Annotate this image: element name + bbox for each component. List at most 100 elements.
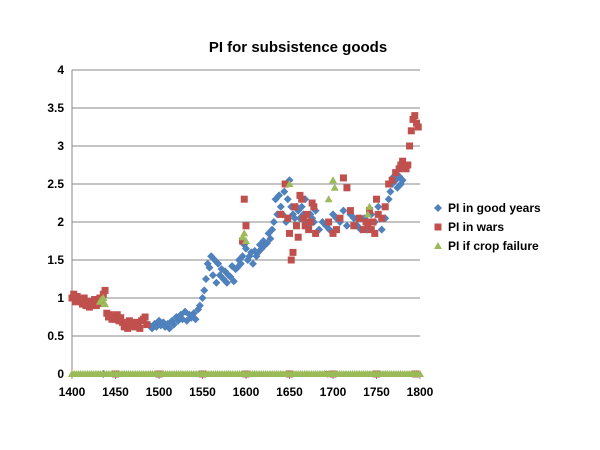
x-tick-label: 1750	[363, 385, 390, 399]
x-tick-label: 1650	[276, 385, 303, 399]
data-point-series-1	[134, 321, 142, 329]
data-point-series-1	[346, 207, 354, 215]
data-point-series-0	[195, 301, 204, 310]
data-point-series-0	[205, 263, 214, 272]
data-point-series-2	[285, 180, 294, 187]
data-point-series-1	[101, 286, 109, 294]
data-point-series-1	[407, 127, 415, 135]
x-tick-label: 1450	[102, 385, 129, 399]
data-point-series-1	[308, 199, 316, 207]
data-point-series-1	[312, 229, 320, 237]
y-tick-label: 1	[57, 291, 64, 305]
data-point-series-1	[122, 321, 130, 329]
data-point-series-1	[350, 222, 358, 230]
x-tick-label: 1400	[59, 385, 86, 399]
data-point-series-0	[275, 191, 284, 200]
data-point-series-0	[262, 239, 271, 248]
data-point-series-1	[414, 123, 422, 131]
data-point-baseline	[416, 370, 424, 377]
data-point-series-1	[289, 248, 297, 256]
data-point-series-2	[324, 195, 333, 203]
data-point-series-0	[242, 244, 250, 253]
y-tick-label: 4	[57, 63, 64, 77]
data-point-series-1	[305, 226, 313, 234]
legend-marker	[434, 223, 442, 231]
data-point-series-1	[301, 222, 309, 230]
data-point-series-0	[269, 218, 278, 226]
y-tick-label: 3	[57, 139, 64, 153]
data-points	[68, 112, 424, 378]
x-tick-label: 1500	[146, 385, 173, 399]
data-point-series-1	[402, 165, 410, 173]
data-point-series-0	[377, 225, 386, 234]
data-point-series-1	[355, 214, 363, 222]
data-point-series-0	[339, 206, 348, 215]
data-point-series-0	[222, 278, 231, 287]
data-point-series-0	[198, 294, 207, 302]
data-point-series-1	[298, 195, 306, 203]
data-point-series-0	[169, 320, 178, 329]
y-tick-label: 0	[57, 367, 64, 381]
data-point-series-0	[386, 187, 395, 196]
data-point-series-1	[240, 195, 248, 203]
data-point-series-1	[117, 314, 125, 322]
data-point-series-1	[281, 180, 289, 188]
data-point-series-1	[364, 222, 372, 230]
x-tick-label: 1800	[407, 385, 434, 399]
data-point-series-0	[250, 246, 259, 255]
data-point-series-2	[365, 202, 374, 210]
data-point-series-1	[143, 321, 151, 329]
data-point-series-1	[294, 233, 302, 241]
data-point-series-1	[310, 203, 318, 211]
data-point-series-1	[336, 214, 344, 222]
data-point-series-1	[292, 222, 300, 230]
data-point-series-1	[366, 207, 374, 215]
data-point-series-2	[363, 210, 372, 218]
data-point-series-0	[189, 309, 198, 318]
data-point-series-2	[101, 300, 110, 308]
data-point-series-1	[367, 226, 375, 234]
data-point-series-0	[208, 271, 217, 280]
data-point-series-1	[395, 165, 403, 173]
data-point-series-0	[290, 214, 299, 223]
data-point-series-1	[371, 229, 379, 237]
x-tick-label: 1600	[233, 385, 260, 399]
legend-marker	[434, 242, 442, 249]
data-point-series-1	[136, 324, 144, 332]
data-point-series-0	[238, 252, 247, 261]
data-point-series-1	[299, 214, 307, 222]
data-point-series-0	[398, 176, 407, 185]
data-point-series-0	[200, 286, 209, 295]
data-point-series-0	[214, 259, 223, 268]
data-point-series-1	[339, 174, 347, 182]
data-point-series-1	[404, 161, 412, 169]
data-point-series-0	[248, 259, 257, 268]
data-point-series-2	[242, 237, 250, 244]
data-point-series-1	[284, 214, 292, 222]
legend-marker	[434, 204, 442, 212]
data-point-series-1	[369, 218, 377, 226]
legend: PI in good years PI in wars PI if crop fai…	[434, 201, 541, 253]
data-point-series-1	[373, 195, 380, 203]
data-point-series-1	[306, 218, 314, 226]
data-point-series-0	[165, 324, 174, 333]
data-point-series-2	[238, 233, 247, 241]
data-point-series-2	[330, 183, 339, 191]
data-point-series-1	[277, 210, 285, 218]
data-point-series-1	[378, 214, 386, 222]
y-tick-label: 2.5	[47, 177, 64, 191]
data-point-series-0	[297, 202, 306, 211]
data-point-series-1	[413, 119, 421, 127]
data-point-series-1	[68, 294, 76, 302]
data-point-series-1	[91, 296, 99, 304]
data-point-series-1	[411, 112, 419, 120]
data-point-series-0	[236, 259, 245, 268]
legend-label: PI in good years	[448, 201, 541, 215]
data-point-series-2	[99, 294, 108, 301]
data-point-series-1	[287, 256, 295, 264]
data-point-series-0	[374, 202, 383, 211]
data-point-series-1	[80, 294, 88, 302]
data-point-series-1	[406, 142, 414, 150]
data-point-series-1	[291, 203, 299, 211]
